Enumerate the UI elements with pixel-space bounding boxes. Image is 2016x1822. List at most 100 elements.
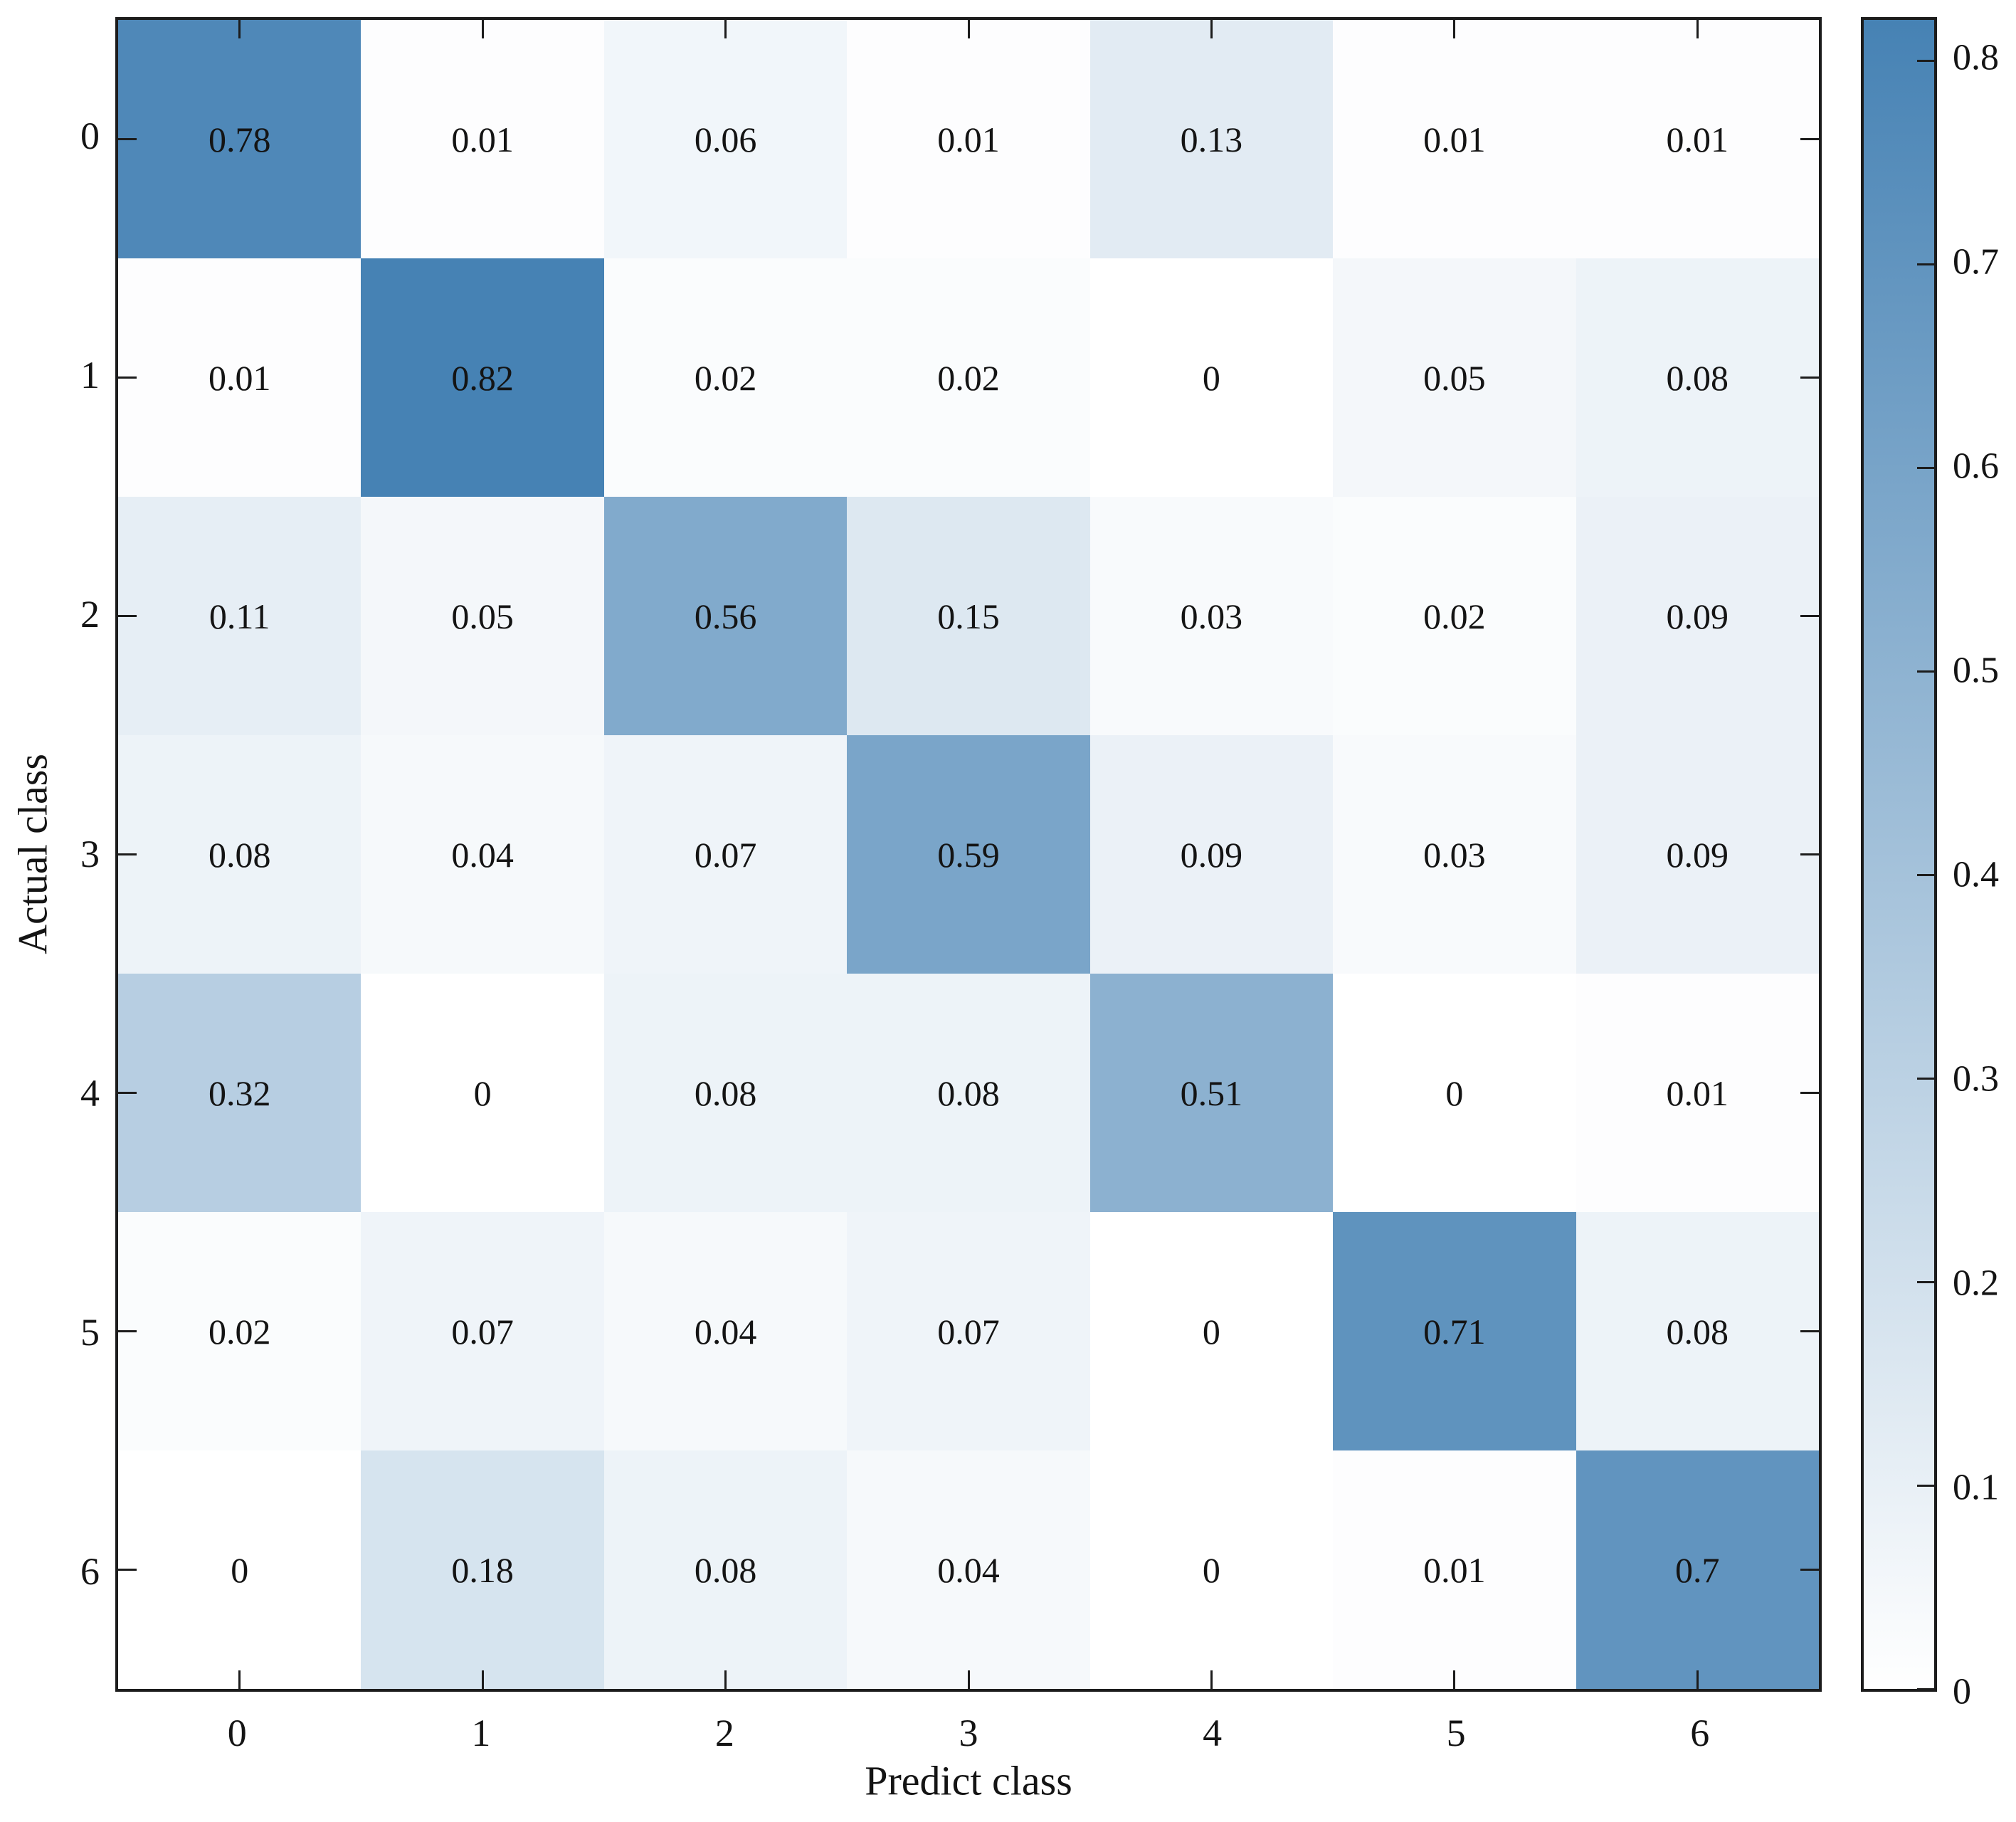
heatmap-cell: 0.05 [361, 497, 604, 735]
heatmap-cell-value: 0.59 [937, 834, 1000, 875]
heatmap-cell-value: 0.05 [1423, 357, 1486, 398]
colorbar-tick [1917, 670, 1934, 673]
heatmap-cell: 0.08 [118, 735, 361, 974]
axis-tick [1800, 376, 1819, 379]
colorbar-tick [1917, 1077, 1934, 1080]
colorbar-tick [1917, 59, 1934, 62]
x-tick-label: 0 [227, 1712, 247, 1754]
heatmap-cell: 0.01 [847, 20, 1090, 258]
heatmap-cell: 0.32 [118, 974, 361, 1212]
axis-tick [1800, 853, 1819, 855]
heatmap-cell: 0.02 [847, 258, 1090, 497]
heatmap-cell: 0 [1333, 974, 1576, 1212]
y-tick-label: 1 [80, 353, 100, 396]
axis-tick [481, 20, 484, 38]
heatmap-cell-value: 0.01 [937, 119, 1000, 159]
heatmap-cell: 0.01 [1576, 974, 1819, 1212]
colorbar-tick-label: 0.8 [1953, 37, 1999, 78]
axis-tick [118, 615, 137, 617]
axis-tick [1800, 1092, 1819, 1094]
y-tick-label: 3 [80, 832, 100, 875]
heatmap-cell: 0.18 [361, 1450, 604, 1689]
axis-tick [118, 376, 137, 379]
axis-tick [1453, 1670, 1456, 1689]
heatmap-cell-value: 0.01 [1666, 1073, 1729, 1113]
heatmap-cell-value: 0.11 [209, 596, 270, 636]
heatmap-cell-value: 0.02 [1423, 596, 1486, 636]
heatmap-cell: 0.04 [847, 1450, 1090, 1689]
heatmap-cell: 0.05 [1333, 258, 1576, 497]
heatmap-cell-value: 0.08 [937, 1073, 1000, 1113]
heatmap-cell: 0.01 [361, 20, 604, 258]
heatmap-cell: 0 [361, 974, 604, 1212]
axis-tick [118, 137, 137, 140]
x-tick-label: 1 [471, 1712, 491, 1754]
heatmap-cell: 0.7 [1576, 1450, 1819, 1689]
heatmap-cell: 0.01 [1576, 20, 1819, 258]
colorbar-tick-label: 0 [1953, 1671, 1971, 1712]
heatmap-cell: 0.51 [1089, 974, 1334, 1212]
heatmap-cell-value: 0.82 [451, 357, 514, 398]
heatmap-cell-value: 0.01 [1423, 119, 1486, 159]
heatmap-cell-value: 0 [1202, 1311, 1220, 1352]
axis-tick [1800, 137, 1819, 140]
y-tick-label: 0 [80, 114, 100, 157]
colorbar-tick-label: 0.5 [1953, 650, 1999, 691]
x-axis-label: Predict class [865, 1757, 1072, 1804]
heatmap-cell: 0.08 [847, 974, 1090, 1212]
axis-tick [118, 1569, 137, 1571]
heatmap-cell: 0.08 [1576, 1212, 1819, 1450]
axis-tick [1210, 20, 1213, 38]
axis-tick [1800, 615, 1819, 617]
x-tick-label: 6 [1690, 1712, 1710, 1754]
colorbar-tick [1917, 1280, 1934, 1283]
heatmap-cell-value: 0.09 [1180, 834, 1243, 875]
heatmap-cell: 0.78 [118, 20, 361, 258]
heatmap-cell-value: 0.05 [451, 596, 514, 636]
heatmap-cell-value: 0 [1202, 1549, 1220, 1590]
heatmap-cell: 0.07 [361, 1212, 604, 1450]
heatmap-cell: 0 [118, 1450, 361, 1689]
heatmap-cell: 0.03 [1333, 735, 1576, 974]
heatmap-cell-value: 0.08 [208, 834, 271, 875]
colorbar-tick [1917, 1687, 1934, 1690]
heatmap-cell: 0 [1089, 258, 1334, 497]
y-tick-label: 5 [80, 1310, 100, 1354]
heatmap-cell: 0.13 [1089, 20, 1334, 258]
axis-tick [238, 20, 241, 38]
heatmap-cell: 0.01 [1333, 20, 1576, 258]
heatmap-cell-value: 0.08 [1666, 357, 1729, 398]
heatmap-cell: 0.04 [603, 1212, 848, 1450]
colorbar [1861, 17, 1937, 1692]
x-tick-label: 3 [959, 1712, 978, 1754]
colorbar-tick [1917, 1484, 1934, 1487]
y-tick-label: 2 [80, 593, 100, 636]
axis-tick [1696, 1670, 1699, 1689]
heatmap-cell: 0.06 [603, 20, 848, 258]
heatmap-cell: 0.02 [1333, 497, 1576, 735]
heatmap-cell: 0.03 [1089, 497, 1334, 735]
axis-tick [481, 1670, 484, 1689]
heatmap-cell: 0.59 [847, 735, 1090, 974]
colorbar-tick-label: 0.7 [1953, 241, 1999, 283]
y-tick-label: 6 [80, 1549, 100, 1593]
heatmap-cell-value: 0.01 [451, 119, 514, 159]
heatmap-cell-value: 0.01 [1423, 1549, 1486, 1590]
colorbar-tick [1917, 873, 1934, 876]
heatmap-cell-value: 0.04 [694, 1311, 757, 1352]
heatmap-cell: 0 [1089, 1212, 1334, 1450]
heatmap-cell-value: 0.07 [937, 1311, 1000, 1352]
heatmap-cell-value: 0.02 [937, 357, 1000, 398]
heatmap-cell: 0.09 [1576, 497, 1819, 735]
heatmap-cell: 0.15 [847, 497, 1090, 735]
heatmap-cell-value: 0 [1202, 357, 1220, 398]
heatmap-cell-value: 0.08 [1666, 1311, 1729, 1352]
axis-tick [118, 1330, 137, 1332]
heatmap-cell-value: 0.04 [937, 1549, 1000, 1590]
axis-tick [1453, 20, 1456, 38]
heatmap-cell-value: 0.07 [451, 1311, 514, 1352]
heatmap-cell-value: 0.7 [1675, 1549, 1720, 1590]
axis-tick [724, 20, 727, 38]
axis-tick [1800, 1330, 1819, 1332]
colorbar-tick-label: 0.1 [1953, 1467, 1999, 1508]
